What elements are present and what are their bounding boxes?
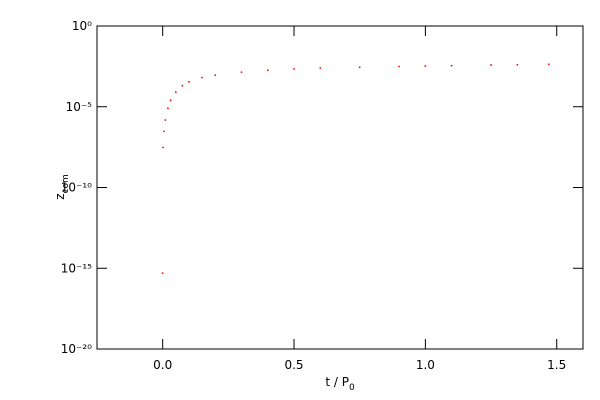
y-label-main: z — [53, 193, 67, 199]
data-point — [319, 67, 322, 69]
x-label-main: t / P — [325, 375, 349, 389]
data-point — [240, 71, 243, 73]
data-point — [188, 80, 190, 83]
data-point — [266, 69, 269, 72]
data-point — [358, 66, 361, 69]
data-point — [398, 65, 401, 68]
x-tick-label: 0.5 — [284, 358, 303, 372]
data-point — [164, 119, 167, 121]
y-tick-label: 10⁻⁵ — [66, 100, 93, 114]
data-point — [163, 130, 165, 133]
x-tick-label: 0.0 — [153, 358, 172, 372]
data-point — [547, 63, 550, 66]
y-tick-label: 10⁻²⁰ — [61, 342, 92, 356]
data-point — [214, 74, 217, 77]
y-axis-label: zcom — [53, 174, 71, 200]
y-tick-label: 10⁻¹⁰ — [61, 181, 92, 195]
data-point — [167, 107, 169, 110]
plot-frame — [96, 25, 584, 350]
data-point — [181, 84, 184, 87]
x-axis-label: t / P0 — [325, 375, 355, 393]
y-tick-label: 10⁰ — [72, 19, 92, 33]
data-point — [201, 76, 203, 79]
data-point — [161, 272, 164, 275]
x-label-sub: 0 — [349, 383, 355, 393]
data-point — [162, 146, 164, 149]
y-tick-label: 10⁻¹⁵ — [61, 261, 92, 275]
data-point — [169, 99, 172, 102]
data-point — [293, 68, 295, 70]
data-point — [450, 64, 453, 67]
x-tick-label: 1.5 — [547, 358, 566, 372]
y-label-sub: com — [61, 174, 71, 193]
data-point — [490, 64, 492, 66]
data-point — [174, 91, 177, 94]
x-tick-label: 1.0 — [416, 358, 435, 372]
data-point — [516, 63, 519, 66]
data-point — [424, 65, 427, 67]
